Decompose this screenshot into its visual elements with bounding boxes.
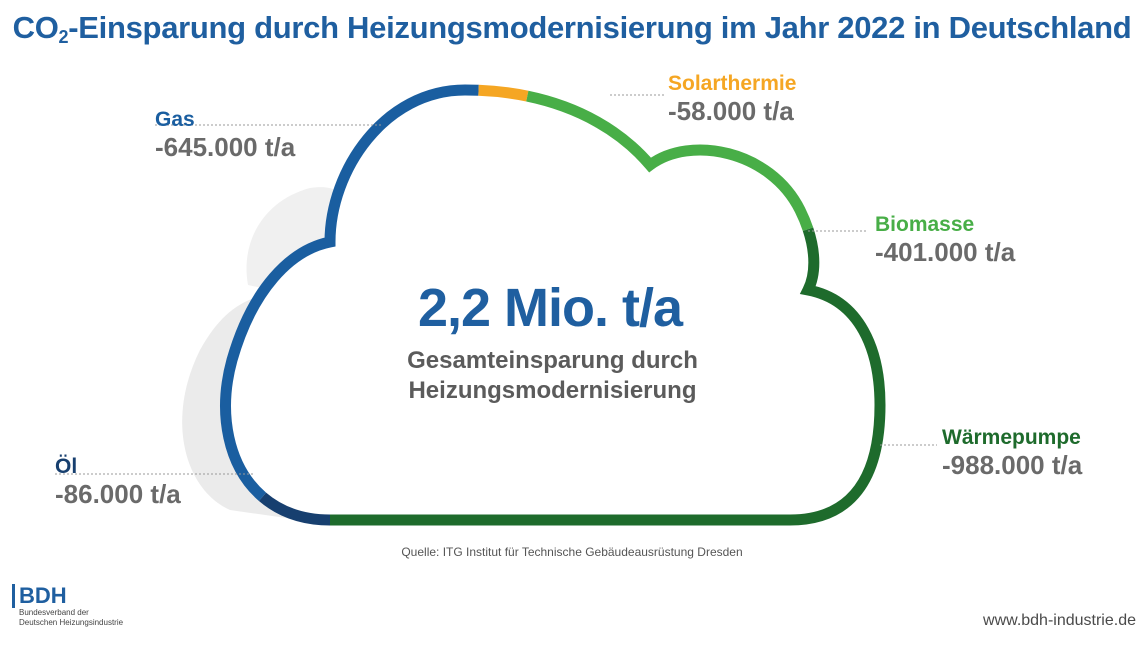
label-solarthermie-name: Solarthermie xyxy=(668,72,797,95)
label-biomasse-name: Biomasse xyxy=(875,213,975,236)
logo-abbreviation: BDH xyxy=(12,584,159,608)
cloud-segment-gas xyxy=(220,84,886,526)
website-link[interactable]: www.bdh-industrie.de xyxy=(983,612,1136,629)
label-solarthermie: Solarthermie -58.000 t/a xyxy=(668,72,796,126)
label-gas: Gas -645.000 t/a xyxy=(155,108,295,162)
label-gas-name: Gas xyxy=(155,108,195,131)
cloud-segment-biomasse xyxy=(220,84,886,526)
leader-lines xyxy=(55,94,937,475)
label-waermepumpe-name: Wärmepumpe xyxy=(942,426,1081,449)
cloud-segment-waermepumpe xyxy=(220,84,886,526)
label-biomasse-value: -401.000 t/a xyxy=(875,237,1016,267)
label-oel-value: -86.000 t/a xyxy=(55,479,181,509)
label-waermepumpe-value: -988.000 t/a xyxy=(942,450,1083,480)
label-oel: Öl -86.000 t/a xyxy=(55,455,181,509)
label-gas-value: -645.000 t/a xyxy=(155,132,296,162)
label-solarthermie-value: -58.000 t/a xyxy=(668,96,794,126)
bdh-logo: BDH Bundesverband der Deutschen Heizungs… xyxy=(12,584,159,628)
total-label-line-1: Gesamteinsparung durch xyxy=(407,347,698,374)
logo-name-line-2: Deutschen Heizungsindustrie xyxy=(19,618,124,627)
total-label: Gesamteinsparung durch Heizungsmodernisi… xyxy=(360,346,745,406)
label-waermepumpe: Wärmepumpe -988.000 t/a xyxy=(942,426,1082,480)
source-note: Quelle: ITG Institut für Technische Gebä… xyxy=(401,545,743,559)
total-label-line-2: Heizungsmodernisierung xyxy=(408,377,697,404)
label-biomasse: Biomasse -401.000 t/a xyxy=(875,213,1015,267)
label-oel-name: Öl xyxy=(55,455,78,478)
chart-title: CO2-Einsparung durch Heizungsmodernisier… xyxy=(12,10,1132,47)
logo-name-line-1: Bundesverband der xyxy=(19,608,89,617)
total-value: 2,2 Mio. t/a xyxy=(417,278,683,338)
